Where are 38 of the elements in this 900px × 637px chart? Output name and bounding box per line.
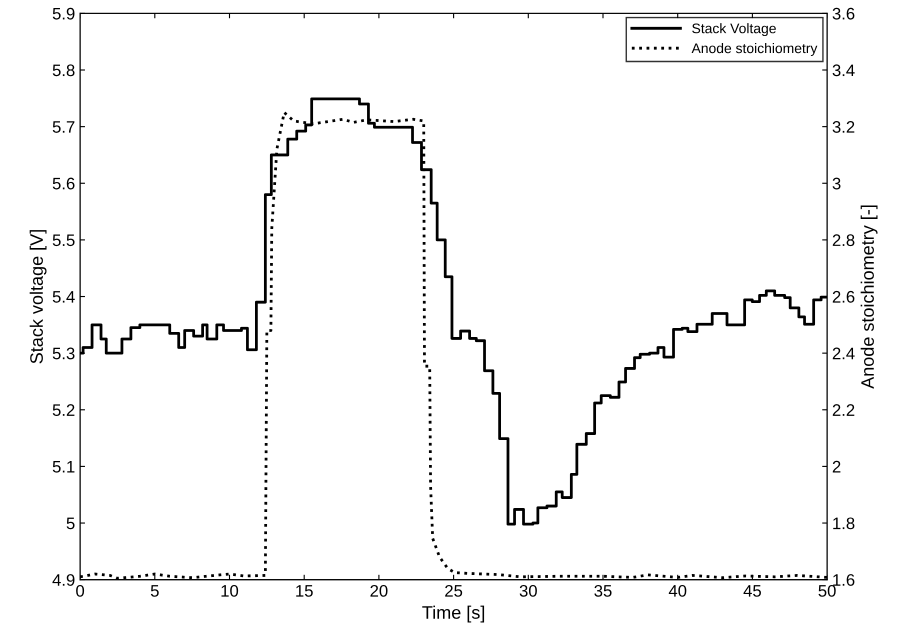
legend-label: Anode stoichiometry: [692, 42, 818, 56]
y2-tick-label: 2.2: [832, 404, 854, 416]
y-tick-label: 5.8: [52, 64, 75, 76]
y-tick-label: 5: [66, 518, 75, 530]
x-tick-label: 15: [296, 585, 313, 597]
y2-axis-title: Anode stoichiometry [-]: [860, 205, 878, 389]
x-tick-label: 35: [594, 584, 612, 597]
y-tick-label: 5.6: [52, 178, 75, 190]
y-tick-label: 5.1: [52, 460, 74, 473]
x-axis-title: Time [s]: [422, 606, 484, 622]
y2-tick-label: 1.6: [833, 574, 854, 586]
y-tick-label: 5.7: [52, 121, 74, 133]
x-tick-label: 10: [222, 584, 238, 597]
y2-tick-label: 3.6: [832, 8, 854, 20]
y-axis-title: Stack voltage [V]: [30, 230, 47, 364]
x-tick-label: 25: [445, 584, 462, 597]
y2-tick-label: 3.2: [832, 121, 854, 133]
y2-tick-label: 3.4: [832, 64, 855, 76]
x-tick-label: 0: [76, 584, 84, 597]
y2-tick-label: 2.4: [832, 348, 855, 360]
x-tick-label: 40: [668, 584, 686, 597]
x-tick-label: 50: [818, 584, 836, 597]
y2-tick-label: 2.8: [832, 234, 854, 246]
y2-tick-label: 2: [832, 460, 840, 472]
x-tick-label: 20: [370, 584, 388, 597]
y-tick-label: 5.4: [52, 291, 75, 303]
y2-tick-label: 2.6: [832, 290, 854, 303]
x-tick-label: 5: [150, 585, 159, 597]
legend-label: Stack Voltage: [692, 23, 776, 36]
y-tick-label: 5.9: [52, 8, 74, 20]
y-tick-label: 5.2: [52, 404, 74, 416]
y2-tick-label: 3: [832, 178, 840, 190]
x-tick-label: 30: [520, 584, 537, 597]
y-tick-label: 5.5: [52, 234, 75, 246]
y2-tick-label: 1.8: [833, 517, 854, 530]
y-tick-label: 4.9: [52, 574, 74, 586]
y-tick-label: 5.3: [52, 348, 75, 360]
x-tick-label: 45: [744, 585, 761, 597]
